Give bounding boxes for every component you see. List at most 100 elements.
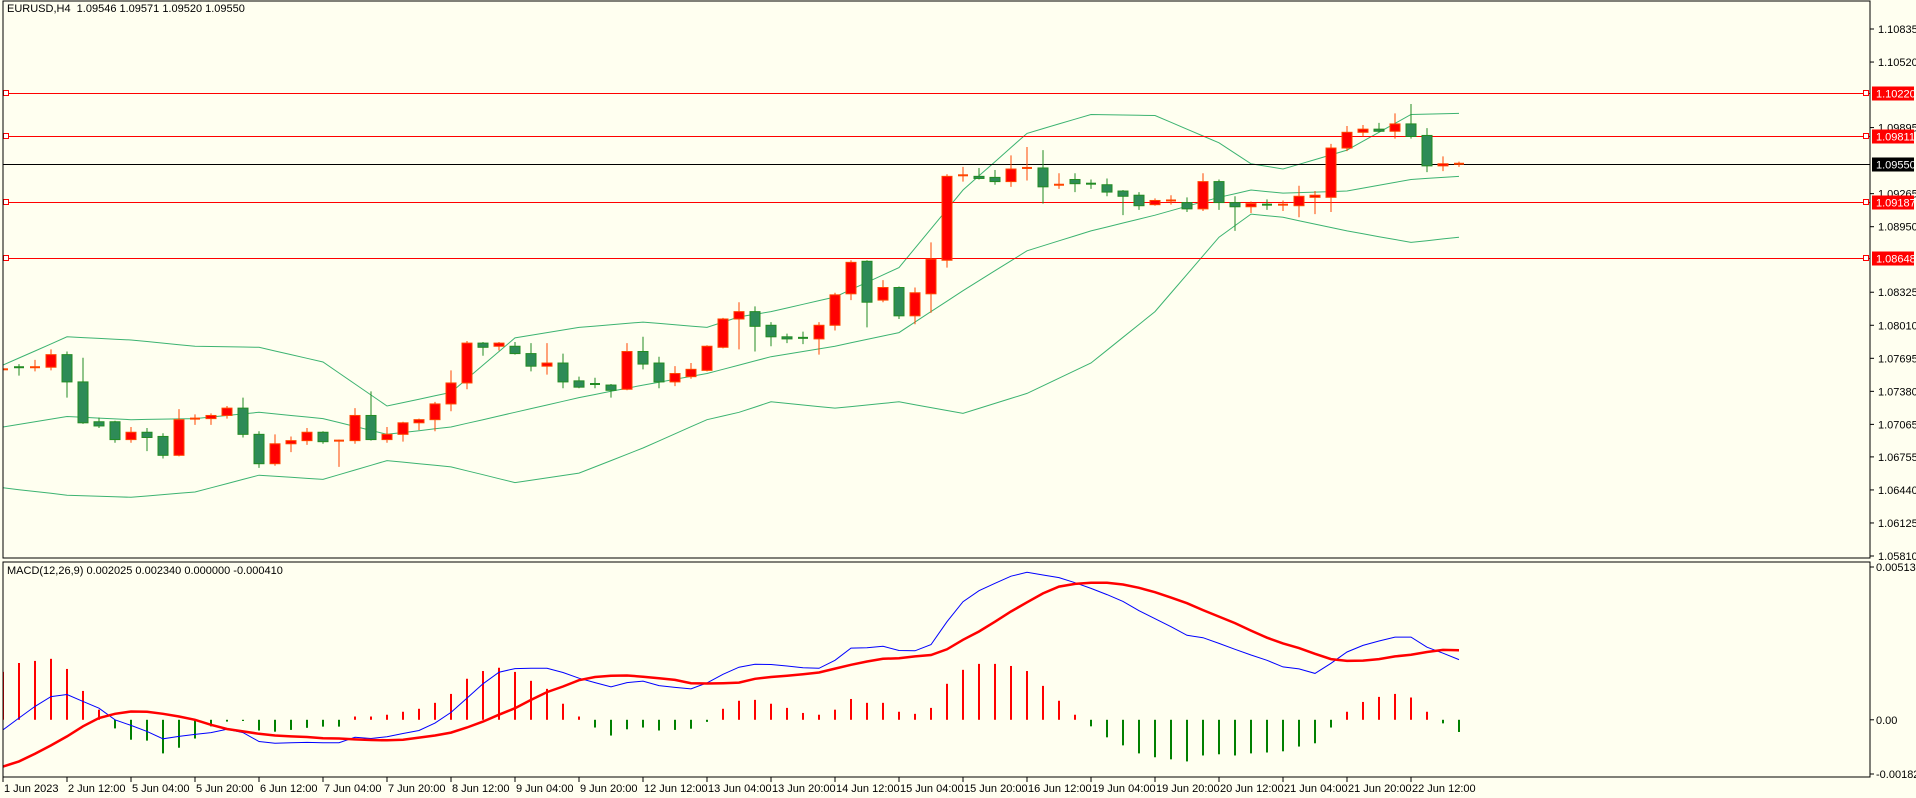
- candle-body: [93, 421, 105, 427]
- price-pane[interactable]: EURUSD,H4 1.09546 1.09571 1.09520 1.0955…: [0, 0, 1916, 563]
- candle-body: [829, 294, 841, 326]
- time-tick-label: 9 Jun 04:00: [516, 783, 574, 795]
- candle: [221, 406, 233, 419]
- macd-main-line: [3, 571, 1460, 744]
- candle: [205, 413, 217, 425]
- candle-body: [253, 433, 265, 465]
- candle-body: [61, 354, 73, 383]
- candle: [829, 292, 841, 331]
- macd-pane[interactable]: MACD(12,26,9) 0.002025 0.002340 0.000000…: [2, 561, 1916, 781]
- candle: [798, 331, 808, 345]
- candle: [765, 322, 777, 347]
- candle-body: [1181, 202, 1193, 210]
- candle-body: [605, 384, 617, 391]
- candle: [1325, 143, 1337, 213]
- candle-body: [1437, 163, 1449, 167]
- price-tick-label: 1.05810: [1878, 551, 1916, 563]
- candle-body: [781, 336, 793, 340]
- price-tick-label: 1.07065: [1878, 419, 1916, 431]
- candle-body: [269, 443, 281, 465]
- candle: [1166, 195, 1176, 205]
- macd-tick-label: 0.005138: [1876, 562, 1916, 574]
- level-price-badge: [1872, 129, 1914, 144]
- current-price-label: 1.09550: [1876, 160, 1916, 172]
- candle: [237, 397, 249, 438]
- candle-body: [653, 362, 665, 383]
- candle: [349, 408, 361, 444]
- level-handle-right: [1863, 133, 1869, 139]
- candle-body: [1069, 178, 1081, 185]
- candle-body: [429, 403, 441, 421]
- candle-body: [1197, 181, 1209, 210]
- candle: [190, 414, 200, 425]
- candle: [637, 336, 649, 370]
- candle-body: [861, 260, 873, 303]
- candle: [317, 431, 329, 444]
- time-tick-label: 9 Jun 20:00: [580, 783, 638, 795]
- candle: [893, 286, 905, 319]
- candle-body: [573, 380, 585, 388]
- candle: [285, 436, 297, 453]
- candle: [877, 280, 889, 303]
- time-tick-label: 1 Jun 2023: [4, 783, 58, 795]
- candle-body: [813, 324, 825, 340]
- candle-body: [1213, 181, 1225, 204]
- candle-body: [301, 431, 313, 442]
- candle-body: [1389, 123, 1401, 132]
- candle-body: [541, 362, 553, 367]
- candle: [1197, 173, 1209, 211]
- candle: [973, 167, 985, 180]
- level-handle-left: [3, 133, 9, 139]
- time-axis[interactable]: 1 Jun 2023 2 Jun 12:00 5 Jun 04:00 5 Jun 20…: [2, 777, 1476, 795]
- candle: [109, 420, 121, 443]
- time-tick-label: 19 Jun 04:00: [1092, 783, 1156, 795]
- candle: [1054, 173, 1064, 189]
- candle-body: [285, 440, 297, 445]
- candle-body: [845, 261, 857, 295]
- time-tick-label: 15 Jun 04:00: [900, 783, 964, 795]
- candle: [1262, 199, 1272, 210]
- candle-body: [1357, 128, 1369, 133]
- time-tick-label: 13 Jun 04:00: [708, 783, 772, 795]
- level-handle-left: [3, 255, 9, 261]
- candle: [269, 434, 281, 466]
- time-tick-label: 21 Jun 20:00: [1348, 783, 1412, 795]
- candle-body: [237, 407, 249, 435]
- candle: [1357, 124, 1369, 137]
- candle-body: [477, 342, 489, 348]
- time-tick-label: 7 Jun 20:00: [388, 783, 446, 795]
- horizontal-levels: [3, 90, 1870, 261]
- candle: [445, 370, 457, 412]
- candle: [781, 333, 793, 344]
- candle: [365, 391, 377, 441]
- candle: [958, 166, 968, 182]
- candle: [989, 170, 1001, 185]
- candle: [1309, 191, 1321, 215]
- candle-body: [941, 175, 953, 261]
- price-axis[interactable]: 1.108351.105201.098951.092651.089501.083…: [1869, 1, 1916, 563]
- level-price-badge: [1872, 251, 1914, 266]
- candle: [334, 439, 344, 467]
- candle: [381, 427, 393, 443]
- bollinger-lower-line: [3, 213, 1460, 498]
- candle-body: [749, 311, 761, 327]
- candle: [525, 343, 537, 372]
- candle-body: [525, 353, 537, 367]
- time-tick-label: 5 Jun 20:00: [196, 783, 254, 795]
- price-tick-label: 1.07695: [1878, 353, 1916, 365]
- candle: [1069, 173, 1081, 193]
- candle: [61, 351, 73, 398]
- candle-body: [173, 419, 185, 456]
- candle-body: [45, 354, 57, 368]
- time-tick-label: 14 Jun 12:00: [836, 783, 900, 795]
- candle: [45, 349, 57, 371]
- candle: [1117, 189, 1129, 216]
- price-tick-label: 1.06440: [1878, 485, 1916, 497]
- time-tick-label: 19 Jun 20:00: [1156, 783, 1220, 795]
- candle: [621, 343, 633, 391]
- candle: [845, 260, 857, 301]
- candle-body: [445, 382, 457, 405]
- time-tick-label: 22 Jun 12:00: [1412, 783, 1476, 795]
